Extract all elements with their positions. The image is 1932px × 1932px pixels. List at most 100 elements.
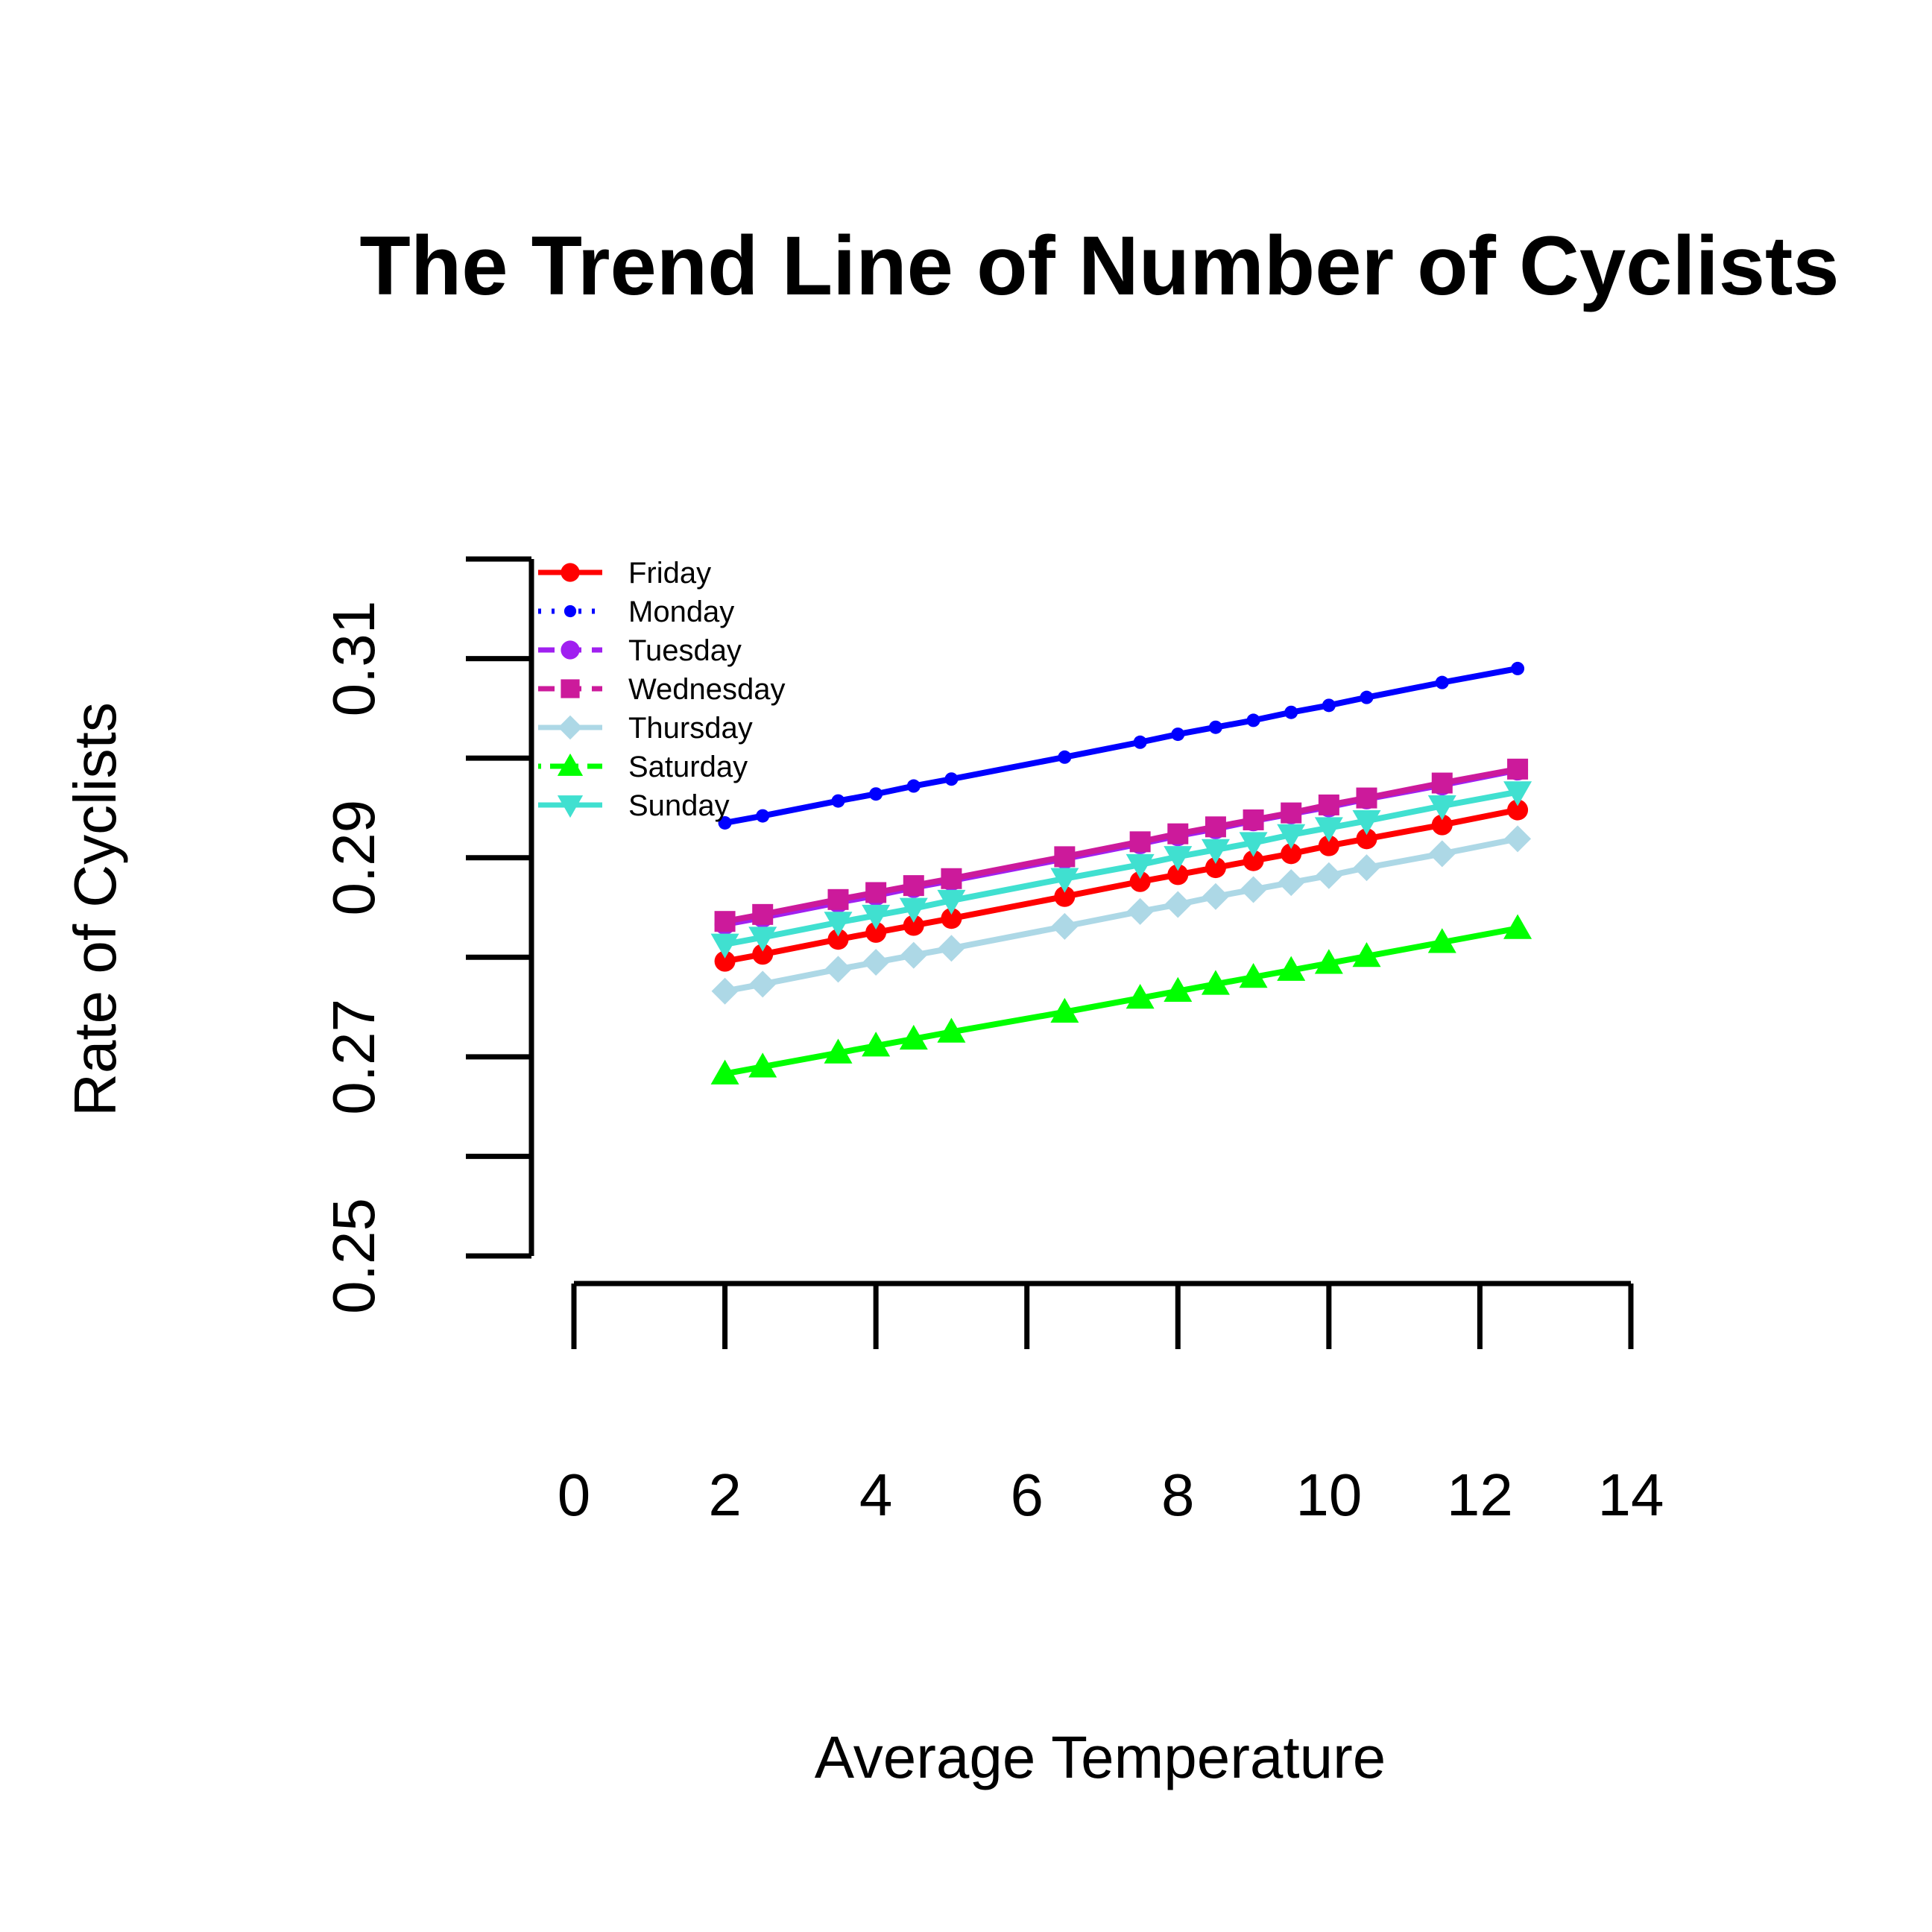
x-axis-title: Average Temperature [815,1724,1386,1790]
legend-item-saturday: Saturday [538,751,748,783]
data-point-monday [1133,735,1147,749]
data-point-thursday [900,941,927,969]
data-point-friday [1356,828,1377,850]
data-point-saturday [748,1052,777,1078]
data-point-thursday [1315,862,1342,889]
legend-label: Thursday [628,712,753,745]
plot-area [710,661,1532,1085]
y-axis: 0.25 0.27 0.29 0.31 [321,556,534,1314]
data-point-monday [1435,675,1449,689]
legend-label: Sunday [628,789,730,822]
data-point-sunday [824,912,853,937]
data-point-friday [827,929,849,950]
data-point-wednesday [1054,846,1076,868]
data-point-friday [1054,886,1076,907]
legend-item-friday: Friday [538,557,711,590]
legend-marker [561,679,580,698]
data-point-wednesday [1356,787,1377,809]
legend-item-monday: Monday [538,596,734,628]
data-point-sunday [899,897,928,923]
data-point-monday [1284,705,1298,719]
series-sunday [710,781,1532,959]
series-wednesday [714,758,1529,932]
data-point-thursday [1240,876,1267,903]
data-point-wednesday [1129,831,1151,853]
legend-item-sunday: Sunday [538,789,730,822]
data-point-saturday [862,1032,891,1057]
data-point-friday [1205,857,1226,879]
data-point-wednesday [1167,823,1189,845]
series-monday [718,661,1525,830]
legend-label: Tuesday [628,634,742,667]
data-point-sunday [937,889,966,915]
data-point-friday [941,908,962,929]
data-point-monday [718,815,732,830]
data-point-sunday [1239,832,1268,857]
data-point-wednesday [941,868,962,889]
legend-item-tuesday: Tuesday [538,634,742,667]
data-point-thursday [938,935,965,962]
legend-label: Saturday [628,751,748,783]
data-point-wednesday [752,903,774,925]
data-point-saturday [824,1038,853,1064]
data-point-saturday [1164,976,1193,1002]
data-point-sunday [748,926,777,952]
data-point-wednesday [1243,809,1264,830]
data-point-wednesday [1507,758,1529,780]
series-friday [714,799,1529,972]
data-point-sunday [1164,846,1193,871]
legend-marker [558,715,583,740]
data-point-wednesday [714,911,736,932]
data-point-monday [1322,698,1336,713]
data-point-saturday [937,1017,966,1043]
data-point-thursday [1278,869,1305,897]
legend-marker [561,563,580,582]
y-tick-label: 0.27 [321,999,387,1115]
data-point-sunday [1352,810,1381,836]
x-tick-label: 8 [1161,1462,1195,1528]
data-point-wednesday [1431,772,1453,794]
series-line-sunday [724,789,1518,947]
data-point-saturday [1352,941,1381,967]
data-point-thursday [1353,854,1380,882]
data-point-wednesday [865,882,887,903]
data-point-saturday [710,1059,739,1085]
x-tick-label: 12 [1447,1462,1513,1528]
data-point-monday [831,794,845,808]
data-point-friday [1243,850,1264,871]
data-point-saturday [1427,928,1456,953]
data-point-friday [1318,835,1339,856]
chart-title: The Trend Line of Number of Cyclists [359,219,1839,312]
legend-label: Wednesday [628,673,786,706]
y-axis-title: Rate of Cyclists [62,702,128,1117]
data-point-saturday [1277,956,1306,981]
data-point-sunday [1314,817,1343,842]
legend-item-thursday: Thursday [538,712,753,745]
data-point-thursday [1051,912,1079,940]
data-point-friday [903,915,924,936]
data-point-sunday [1201,839,1230,865]
data-point-friday [1281,843,1302,865]
x-axis: 0 2 4 6 8 10 12 14 [558,1281,1664,1528]
data-point-thursday [1428,840,1456,868]
data-point-sunday [862,904,891,930]
data-point-thursday [862,948,890,976]
data-point-saturday [1239,963,1268,988]
legend-label: Monday [628,596,734,628]
data-point-saturday [1314,949,1343,974]
data-point-wednesday [1318,794,1339,815]
data-point-sunday [710,933,739,959]
legend-item-wednesday: Wednesday [538,673,786,706]
data-point-monday [1208,720,1222,734]
legend-marker [557,795,584,818]
data-point-sunday [1503,781,1532,806]
x-tick-label: 6 [1010,1462,1044,1528]
series-thursday [711,825,1532,1005]
legend-label: Friday [628,557,711,590]
x-tick-label: 4 [859,1462,893,1528]
data-point-friday [714,950,736,972]
y-tick-label: 0.29 [321,800,387,916]
series-line-friday [724,806,1518,965]
data-point-sunday [1277,824,1306,849]
legend: Friday Monday Tuesday Wednesday Thursday Satu… [538,557,786,822]
